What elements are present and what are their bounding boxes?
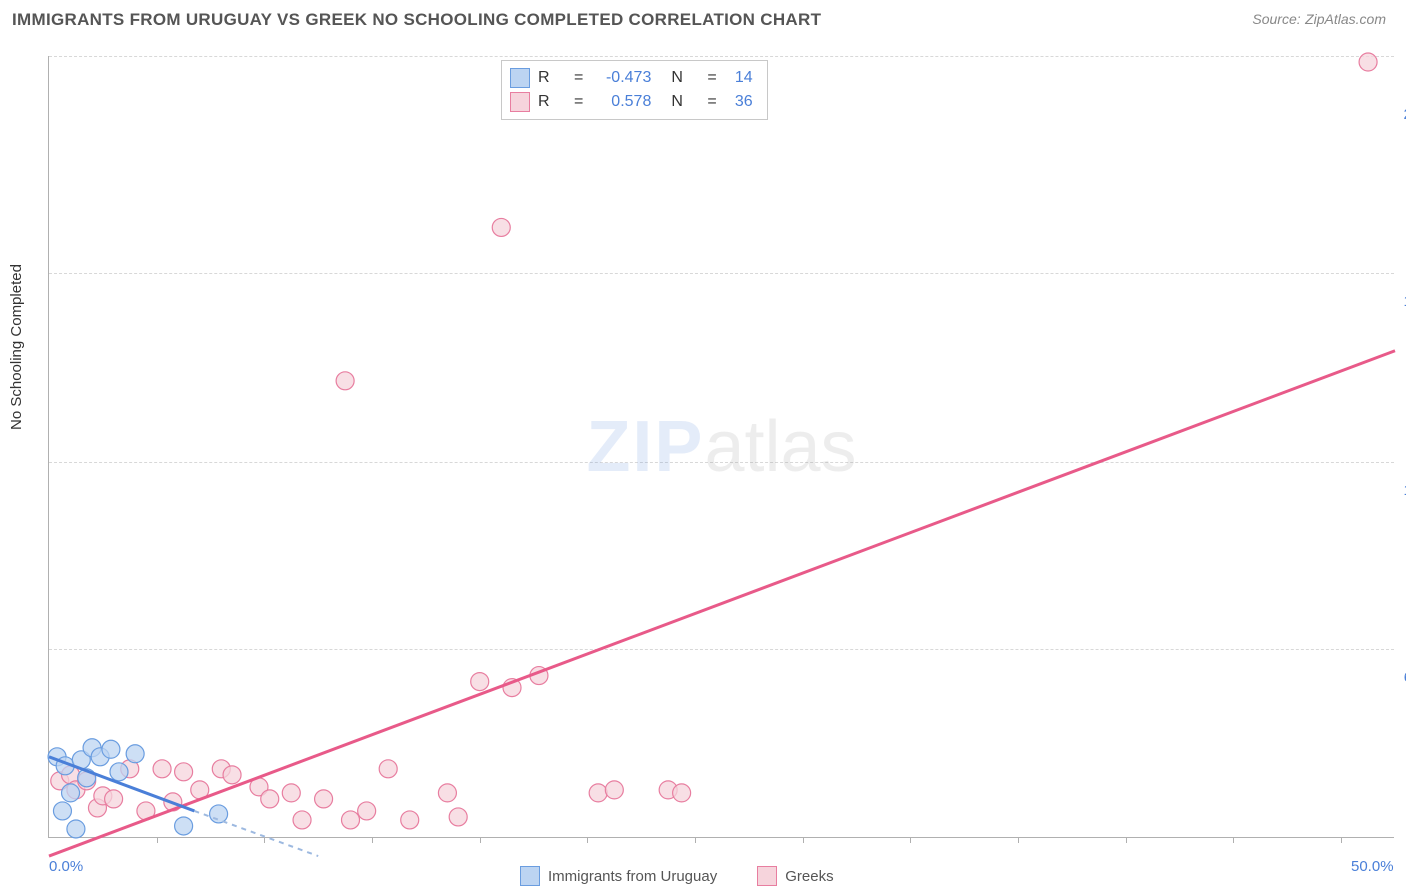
- x-tick: [910, 837, 911, 843]
- x-tick: [480, 837, 481, 843]
- x-tick: [1018, 837, 1019, 843]
- greeks-point: [379, 760, 397, 778]
- correlation-stats-box: R = -0.473 N = 14 R = 0.578 N = 36: [501, 60, 768, 120]
- greeks-point: [401, 811, 419, 829]
- greeks-point: [282, 784, 300, 802]
- series-swatch: [510, 68, 530, 88]
- uruguay-point: [210, 805, 228, 823]
- greeks-point: [471, 673, 489, 691]
- eq-sign: =: [574, 90, 583, 114]
- y-axis-label: No Schooling Completed: [8, 264, 25, 430]
- eq-sign: =: [574, 66, 583, 90]
- uruguay-point: [67, 820, 85, 838]
- x-tick: [157, 837, 158, 843]
- uruguay-point: [53, 802, 71, 820]
- x-tick: [1233, 837, 1234, 843]
- uruguay-point: [102, 740, 120, 758]
- legend-swatch: [520, 866, 540, 886]
- x-tick: [1126, 837, 1127, 843]
- greeks-point: [105, 790, 123, 808]
- uruguay-point: [175, 817, 193, 835]
- r-value: 0.578: [591, 90, 651, 114]
- r-label: R: [538, 90, 566, 114]
- x-tick: [372, 837, 373, 843]
- chart-header: IMMIGRANTS FROM URUGUAY VS GREEK NO SCHO…: [0, 0, 1406, 38]
- greeks-point: [336, 372, 354, 390]
- n-value: 14: [725, 66, 753, 90]
- legend-swatch: [757, 866, 777, 886]
- greeks-point: [1359, 53, 1377, 71]
- stats-row: R = 0.578 N = 36: [510, 90, 753, 114]
- x-tick: [803, 837, 804, 843]
- greeks-point: [492, 218, 510, 236]
- x-tick: [587, 837, 588, 843]
- r-label: R: [538, 66, 566, 90]
- greeks-point: [342, 811, 360, 829]
- source-attribution: Source: ZipAtlas.com: [1252, 11, 1386, 29]
- x-tick: [1341, 837, 1342, 843]
- greeks-point: [261, 790, 279, 808]
- n-label: N: [671, 66, 699, 90]
- legend-label: Immigrants from Uruguay: [548, 868, 717, 885]
- r-value: -0.473: [591, 66, 651, 90]
- greeks-point: [605, 781, 623, 799]
- series-swatch: [510, 92, 530, 112]
- greeks-point: [175, 763, 193, 781]
- x-tick-label: 50.0%: [1351, 858, 1394, 875]
- chart-title: IMMIGRANTS FROM URUGUAY VS GREEK NO SCHO…: [12, 10, 821, 30]
- source-label: Source:: [1252, 11, 1300, 27]
- greeks-point: [315, 790, 333, 808]
- n-label: N: [671, 90, 699, 114]
- scatter-plot-svg: [49, 56, 1394, 837]
- eq-sign: =: [707, 66, 716, 90]
- n-value: 36: [725, 90, 753, 114]
- eq-sign: =: [707, 90, 716, 114]
- greeks-trend-line: [49, 351, 1395, 856]
- source-name: ZipAtlas.com: [1305, 11, 1386, 27]
- uruguay-point: [110, 763, 128, 781]
- legend-label: Greeks: [785, 868, 833, 885]
- greeks-point: [293, 811, 311, 829]
- x-tick: [264, 837, 265, 843]
- legend-item: Greeks: [757, 866, 833, 886]
- greeks-point: [589, 784, 607, 802]
- x-tick-label: 0.0%: [49, 858, 83, 875]
- x-tick: [695, 837, 696, 843]
- legend: Immigrants from Uruguay Greeks: [520, 866, 834, 886]
- legend-item: Immigrants from Uruguay: [520, 866, 717, 886]
- stats-row: R = -0.473 N = 14: [510, 66, 753, 90]
- greeks-point: [673, 784, 691, 802]
- greeks-point: [438, 784, 456, 802]
- greeks-point: [449, 808, 467, 826]
- greeks-point: [153, 760, 171, 778]
- uruguay-point: [62, 784, 80, 802]
- greeks-point: [223, 766, 241, 784]
- greeks-point: [358, 802, 376, 820]
- uruguay-point: [126, 745, 144, 763]
- chart-plot-area: ZIPatlas R=-0.473N=14R=0.578N=36 25.0%18…: [48, 56, 1394, 838]
